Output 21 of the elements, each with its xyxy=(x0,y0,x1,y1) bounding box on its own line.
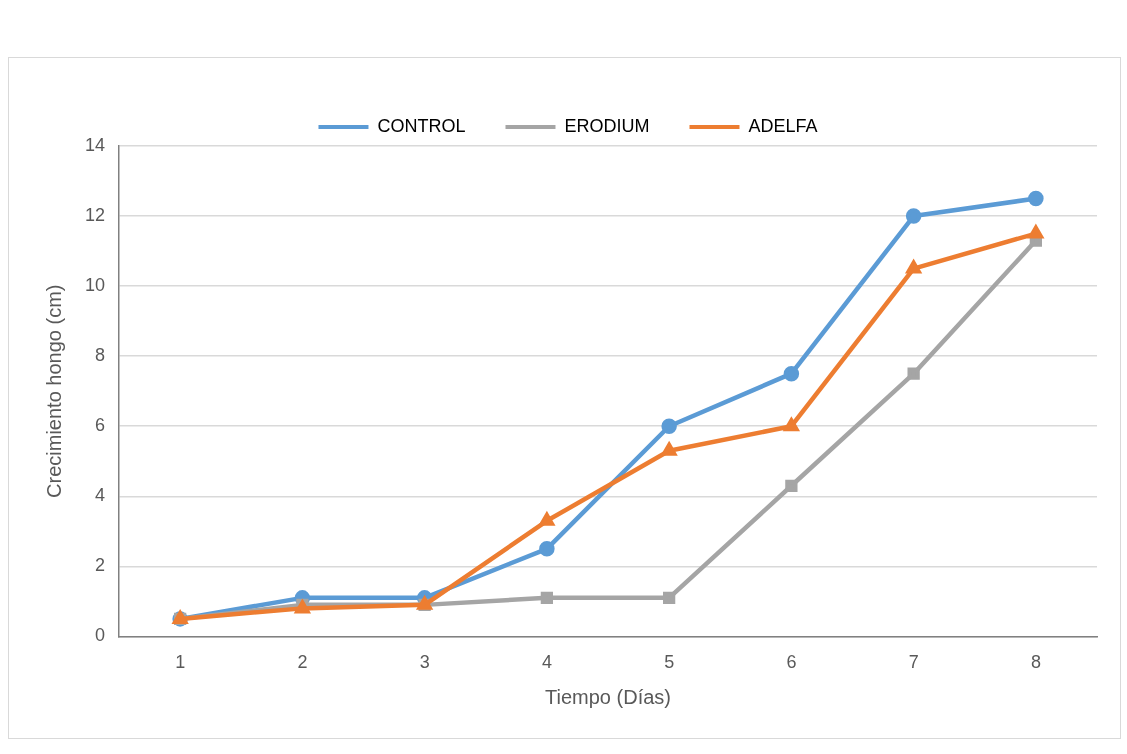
x-tick-label: 4 xyxy=(541,652,552,673)
y-tick-label: 4 xyxy=(95,485,106,506)
x-tick-label: 8 xyxy=(1030,652,1041,673)
y-tick-label: 14 xyxy=(84,134,106,155)
y-tick-label: 12 xyxy=(84,205,106,226)
y-tick-label: 10 xyxy=(84,275,106,296)
x-tick-label: 3 xyxy=(419,652,430,673)
legend-label: ADELFA xyxy=(748,115,818,136)
legend-label: CONTROL xyxy=(377,115,466,136)
y-tick-label: 6 xyxy=(95,415,106,436)
x-tick-label: 1 xyxy=(175,652,186,673)
x-tick-label: 5 xyxy=(664,652,675,673)
legend-label: ERODIUM xyxy=(564,115,650,136)
y-tick-label: 2 xyxy=(95,555,106,576)
x-axis-title: Tiempo (Días) xyxy=(545,685,671,708)
x-tick-label: 7 xyxy=(908,652,919,673)
y-tick-label: 0 xyxy=(95,625,106,646)
y-axis-title: Crecimiento hongo (cm) xyxy=(42,284,65,498)
y-tick-label: 8 xyxy=(95,345,106,366)
x-tick-label: 2 xyxy=(297,652,308,673)
x-tick-label: 6 xyxy=(786,652,797,673)
